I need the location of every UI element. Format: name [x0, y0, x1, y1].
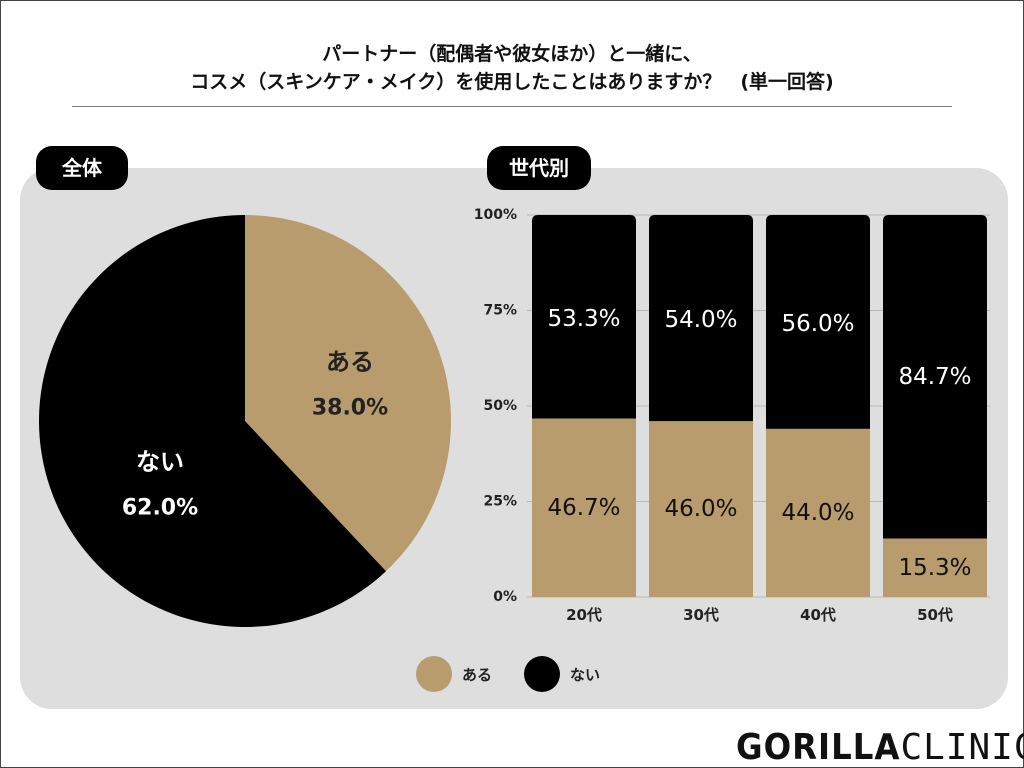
x-tick-label: 20代 — [566, 606, 602, 624]
section-label-generation: 世代別 — [487, 146, 591, 190]
x-tick-label: 50代 — [917, 606, 953, 624]
bar-segment-aru — [883, 538, 987, 597]
x-tick-label: 40代 — [800, 606, 836, 624]
bar-value-label-nai: 53.3% — [547, 306, 620, 332]
bar-segment-aru — [766, 428, 870, 597]
pie-label-name: ない — [136, 448, 184, 476]
title-divider — [72, 106, 952, 107]
x-tick-label: 30代 — [683, 606, 719, 624]
y-tick-label: 25% — [483, 494, 517, 510]
brand-logo-bold: GORILLA — [736, 727, 901, 768]
legend-item-nai: ない — [524, 655, 600, 693]
bar-segment-nai — [883, 215, 987, 539]
bar-value-label-aru: 15.3% — [898, 555, 971, 581]
bar-segment-nai — [766, 215, 870, 429]
legend-item-aru: ある — [416, 655, 492, 693]
y-tick-label: 0% — [493, 589, 517, 605]
pie-label-value: 62.0% — [122, 496, 198, 521]
section-label-whole: 全体 — [36, 146, 128, 190]
bar-value-label-aru: 44.0% — [781, 500, 854, 526]
brand-logo-light: CLINIC — [900, 727, 1024, 768]
bar-value-label-aru: 46.7% — [547, 495, 620, 521]
legend-label-nai: ない — [570, 665, 601, 684]
chart-title-line-1: パートナー（配偶者や彼女ほか）と一緒に、 — [322, 43, 702, 65]
pie-slice-nai — [39, 215, 387, 627]
y-tick-label: 75% — [483, 303, 517, 319]
bar-segment-aru — [532, 418, 636, 597]
legend-label-aru: ある — [462, 665, 493, 684]
y-tick-label: 50% — [483, 398, 517, 414]
pie-label-name: ある — [326, 348, 374, 376]
pie-slice-aru — [245, 215, 452, 572]
y-tick-label: 100% — [474, 207, 517, 223]
bar-value-label-nai: 54.0% — [664, 307, 737, 333]
bar-segment-nai — [649, 215, 753, 422]
bar-value-label-aru: 46.0% — [664, 496, 737, 522]
chart-title-line-2: コスメ（スキンケア・メイク）を使用したことはありますか？ (単一回答) — [190, 71, 834, 93]
bar-segment-nai — [532, 215, 636, 419]
legend-swatch-nai — [524, 656, 560, 692]
bar-value-label-nai: 56.0% — [781, 311, 854, 337]
pie-label-value: 38.0% — [312, 396, 388, 421]
bar-value-label-nai: 84.7% — [898, 364, 971, 390]
brand-logo: GORILLACLINIC — [736, 728, 1024, 768]
legend-swatch-aru — [416, 656, 452, 692]
bar-segment-aru — [649, 421, 753, 597]
